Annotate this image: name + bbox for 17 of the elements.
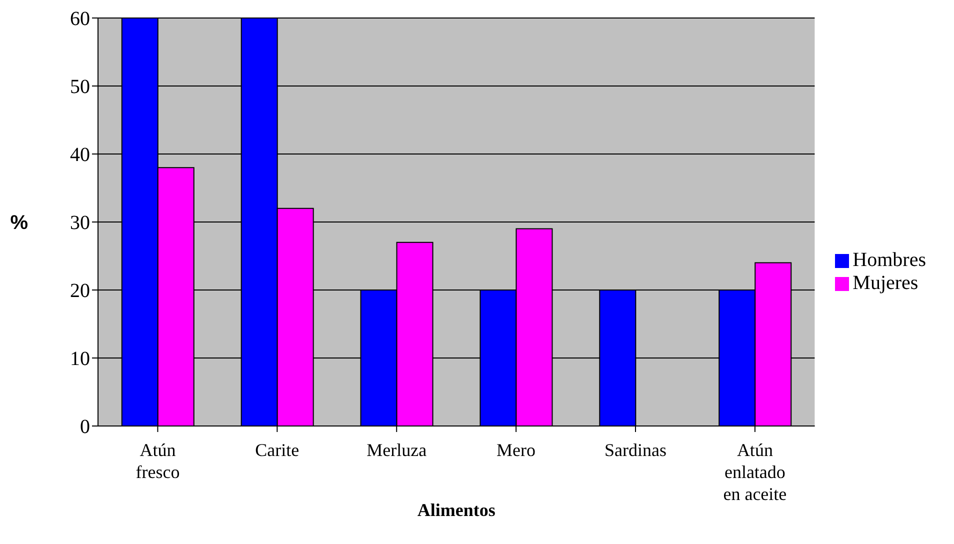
x-tick-label: Mero [496, 440, 536, 460]
y-axis-title: % [10, 212, 28, 234]
x-tick-label: Sardinas [604, 440, 667, 460]
y-tick-label: 0 [80, 416, 90, 438]
legend-label: Mujeres [852, 272, 918, 294]
x-axis-title: Alimentos [417, 500, 496, 520]
x-tick-label: Atún fresco [136, 440, 180, 482]
y-tick-label: 60 [70, 8, 90, 30]
y-tick-label: 40 [70, 144, 90, 166]
x-tick-label: Atún enlatado en aceite [723, 440, 787, 504]
y-tick-label: 50 [70, 76, 90, 98]
legend-label: Hombres [852, 249, 926, 271]
y-tick-label: 10 [70, 348, 90, 370]
y-tick-label: 20 [70, 280, 90, 302]
x-tick-label: Carite [255, 440, 300, 460]
x-tick-label: Merluza [366, 440, 427, 460]
y-tick-label: 30 [70, 212, 90, 234]
